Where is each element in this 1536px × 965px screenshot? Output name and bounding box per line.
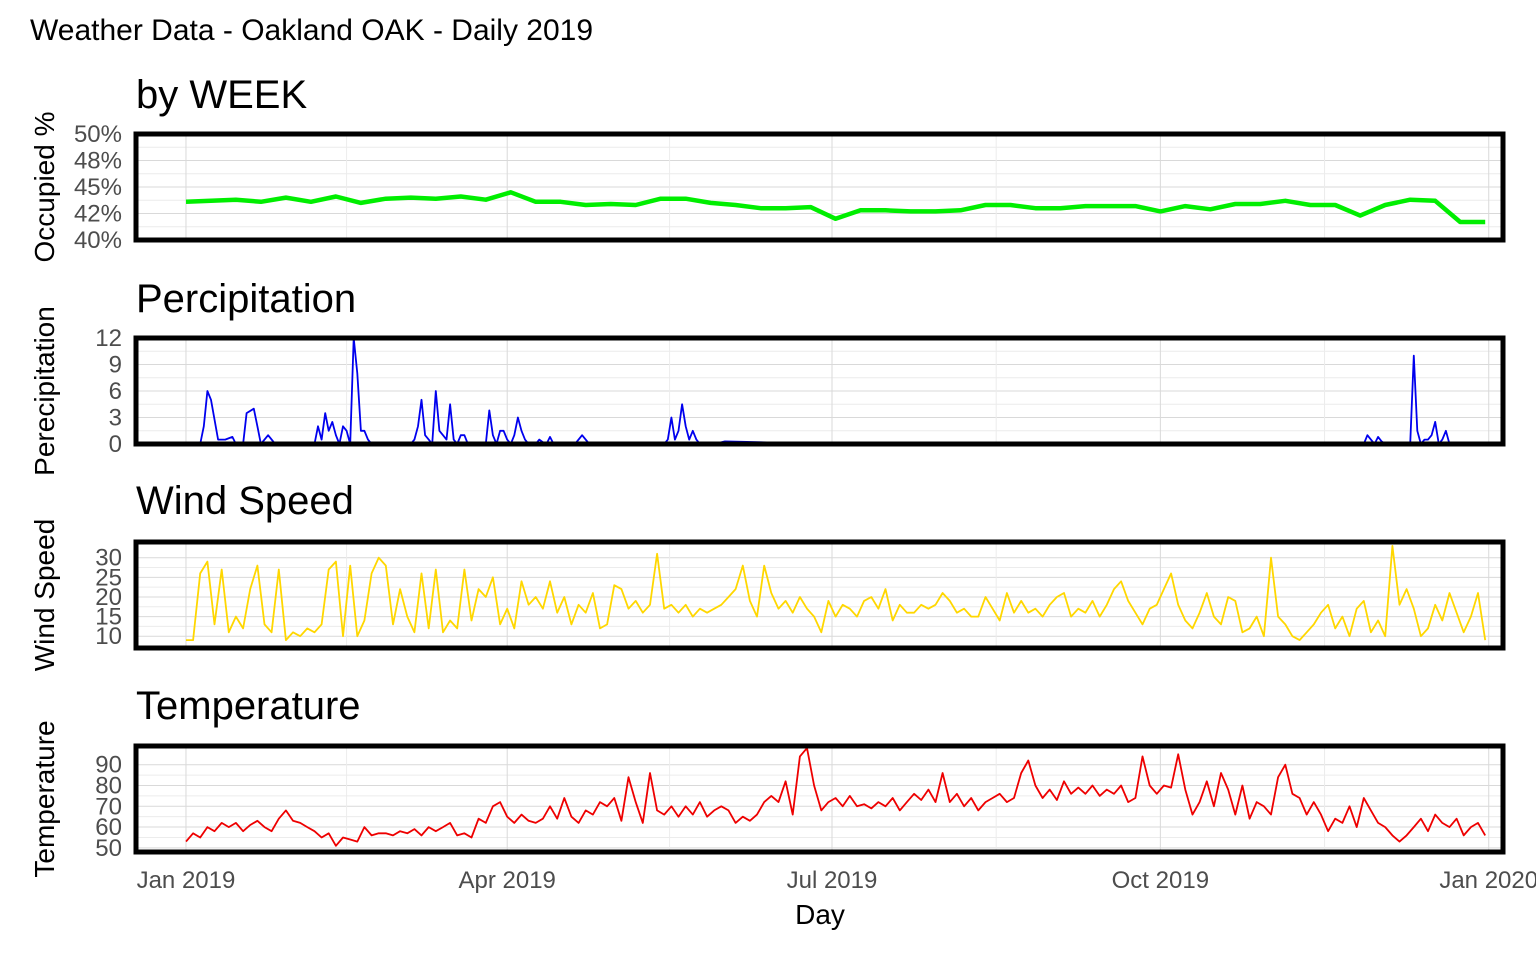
y-tick-label: 6 xyxy=(109,378,122,405)
y-tick-label: 40% xyxy=(74,227,122,254)
y-tick-label: 80 xyxy=(95,772,122,799)
y-tick-label: 12 xyxy=(95,325,122,352)
y-tick-label: 25 xyxy=(95,564,122,591)
y-tick-label: 50 xyxy=(95,835,122,862)
y-tick-label: 3 xyxy=(109,405,122,432)
y-tick-label: 9 xyxy=(109,352,122,379)
panel-border xyxy=(133,539,1506,651)
panel-title: Temperature xyxy=(136,684,361,728)
y-tick-label: 50% xyxy=(74,121,122,148)
y-tick-label: 48% xyxy=(74,148,122,175)
x-tick-label: Jul 2019 xyxy=(787,867,878,894)
grid xyxy=(136,542,1503,648)
y-axis-label: Occupied % xyxy=(29,112,60,263)
y-axis-label: Perecipitation xyxy=(29,306,60,476)
panel-border xyxy=(133,335,1506,447)
x-tick-label: Apr 2019 xyxy=(458,867,555,894)
panel-border xyxy=(133,743,1506,855)
y-tick-label: 70 xyxy=(95,793,122,820)
y-tick-label: 90 xyxy=(95,752,122,779)
series-line-1 xyxy=(185,190,1486,225)
panel-border xyxy=(133,131,1506,243)
panel-title: Wind Speed xyxy=(136,479,354,523)
series-line-1 xyxy=(186,545,1487,641)
y-tick-label: 42% xyxy=(74,201,122,228)
y-tick-label: 20 xyxy=(95,584,122,611)
grid xyxy=(136,133,1503,241)
x-tick-label: Oct 2019 xyxy=(1112,867,1209,894)
grid xyxy=(136,337,1503,445)
y-tick-label: 45% xyxy=(74,174,122,201)
panel-1: by WEEK Occupied % 40%42%45%48%50% xyxy=(29,73,1506,263)
x-axis-label: Day xyxy=(795,899,845,930)
x-axis: Jan 2019 Apr 2019 Jul 2019 Oct 2019 Jan 2020 xyxy=(137,867,1536,894)
y-tick-label: 60 xyxy=(95,814,122,841)
y-axis-label: Temperature xyxy=(29,720,60,877)
series-line-1 xyxy=(185,747,1486,847)
y-tick-label: 30 xyxy=(95,545,122,572)
panel-title: Percipitation xyxy=(136,277,356,321)
y-axis-label: Wind Speed xyxy=(29,519,60,672)
y-tick-label: 0 xyxy=(109,431,122,458)
y-tick-label: 10 xyxy=(95,623,122,650)
x-tick-label: Jan 2019 xyxy=(137,867,236,894)
figure-title: Weather Data - Oakland OAK - Daily 2019 xyxy=(30,14,593,47)
panel-title: by WEEK xyxy=(136,73,307,117)
y-tick-label: 15 xyxy=(95,604,122,631)
panels: by WEEK Occupied % 40%42%45%48%50% Percipit… xyxy=(29,73,1506,878)
grid xyxy=(136,746,1503,852)
x-tick-label: Jan 2020 xyxy=(1439,867,1536,894)
